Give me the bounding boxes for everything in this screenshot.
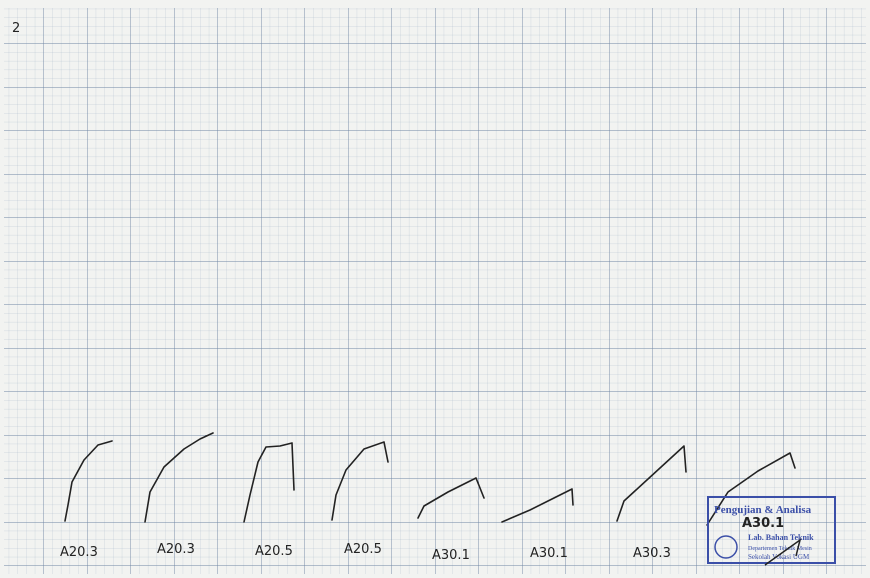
specimen-label: A20.5 (255, 544, 293, 559)
page-number: 2 (12, 21, 20, 36)
stamp-title: Pengujian & Analisa (714, 504, 812, 516)
specimen-label: A20.3 (60, 545, 98, 560)
specimen-label: A30.3 (633, 546, 671, 561)
specimen-label: A30.1 (530, 546, 568, 561)
stamp-handwritten: A30.1 (742, 516, 784, 531)
specimen-label: A30.1 (432, 548, 470, 563)
stamp-line: Departemen Teknik Mesin (748, 546, 812, 552)
specimen-label: A20.5 (344, 542, 382, 557)
stamp-line: Lab. Bahan Teknik (748, 533, 814, 542)
graph-paper-page: 2 A20.3 A20.3 A20.5 A20.5 A30.1 A30.1 A3… (0, 0, 870, 578)
grid (4, 8, 866, 574)
specimen-label: A20.3 (157, 542, 195, 557)
